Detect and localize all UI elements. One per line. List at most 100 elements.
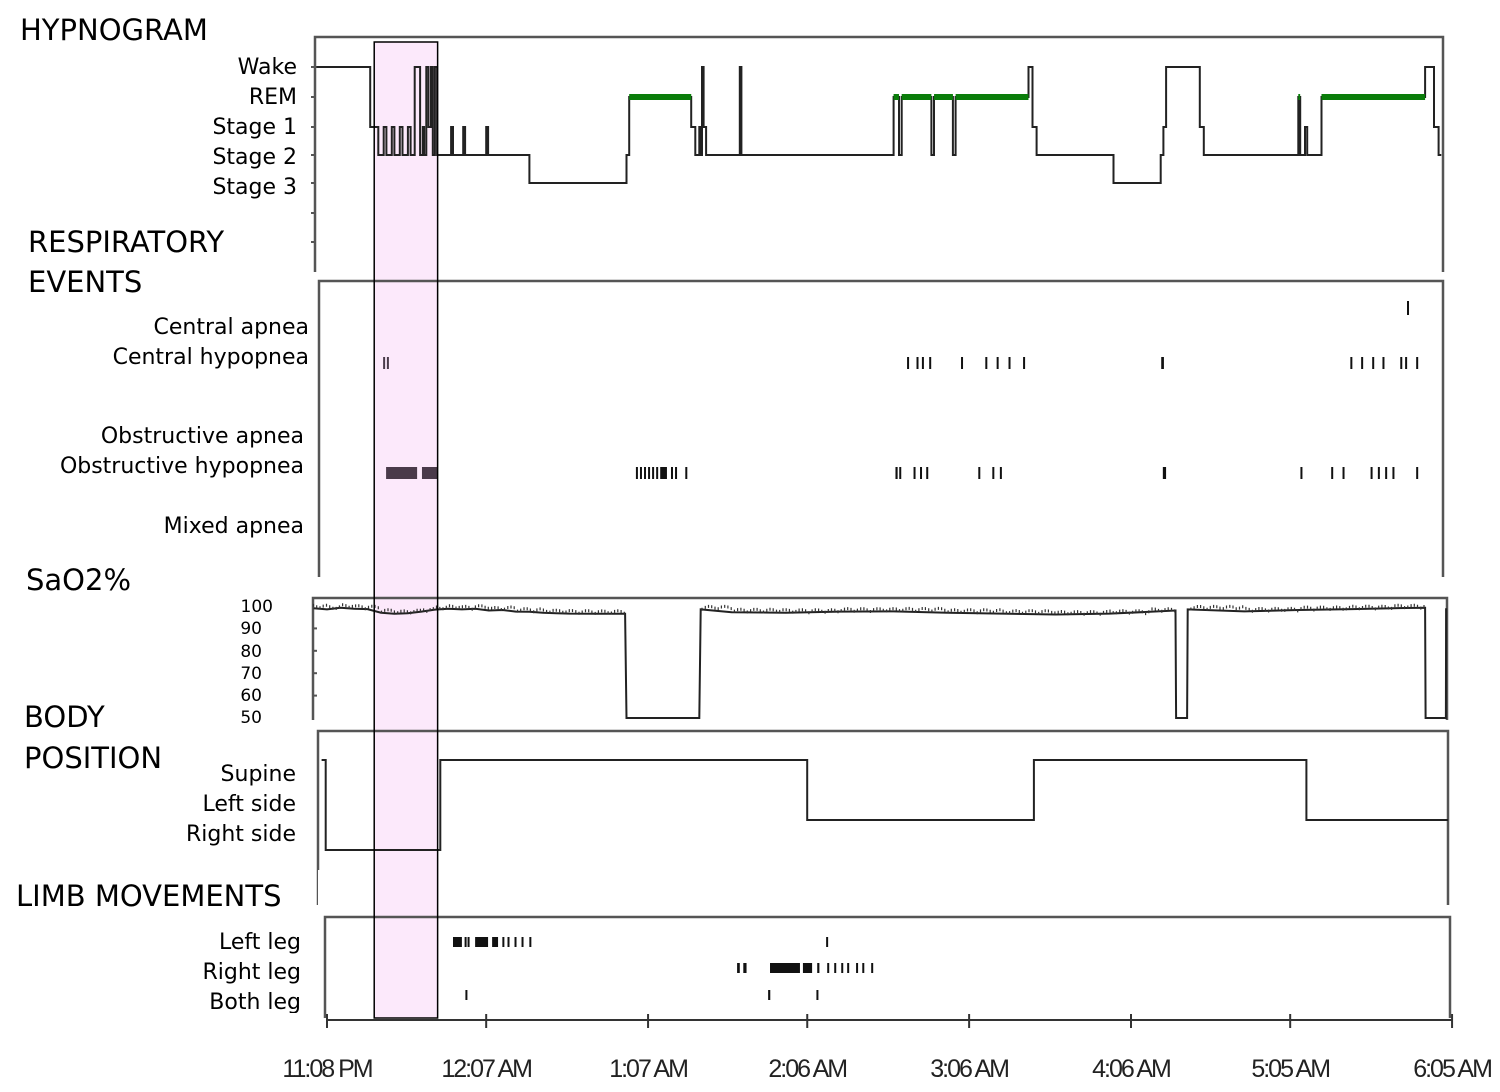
- sao2-tick-100: 100: [241, 597, 273, 617]
- limb-title-mask: [318, 870, 338, 916]
- sao2-tick-60: 60: [240, 686, 262, 706]
- limb-movement-mark: [847, 963, 850, 973]
- limb-movement-mark: [743, 963, 747, 973]
- respiratory-event-mark: [1405, 357, 1408, 369]
- respiratory-title-line2: EVENTS: [28, 265, 142, 299]
- sao2-y-tick-labels: 100 90 80 70 60 50: [240, 597, 273, 728]
- respiratory-event-mark: [1023, 357, 1026, 369]
- hypnogram-line: [316, 66, 1442, 184]
- sao2-tick-80: 80: [240, 642, 262, 662]
- body-position-labels: Supine Left side Right side: [186, 762, 296, 847]
- stage-label-stage2: Stage 2: [212, 145, 297, 170]
- respiratory-event-mark: [926, 467, 929, 479]
- respiratory-event-mark: [907, 357, 910, 369]
- respiratory-event-mark: [978, 467, 981, 479]
- respiratory-event-mark: [996, 357, 999, 369]
- limb-frame: [323, 915, 1452, 1018]
- body-position-frame: [316, 729, 1450, 905]
- respiratory-event-mark: [639, 467, 642, 479]
- respiratory-event-mark: [685, 467, 688, 479]
- respiratory-event-mark: [1385, 467, 1388, 479]
- limb-movement-mark: [464, 937, 467, 947]
- respiratory-event-mark: [670, 467, 673, 479]
- respiratory-event-mark: [1392, 467, 1395, 479]
- respiratory-title-line1: RESPIRATORY: [28, 225, 224, 259]
- respiratory-event-mark: [1370, 467, 1373, 479]
- resp-label-obstructive-apnea: Obstructive apnea: [101, 424, 304, 449]
- respiratory-event-mark: [1377, 467, 1380, 479]
- respiratory-event-mark: [1372, 357, 1375, 369]
- limb-movement-mark: [802, 963, 813, 973]
- position-label-left-side: Left side: [203, 792, 296, 817]
- resp-label-mixed-apnea: Mixed apnea: [164, 514, 304, 539]
- limb-movement-mark: [841, 963, 844, 973]
- respiratory-event-mark: [635, 467, 638, 479]
- resp-label-central-hypopnea: Central hypopnea: [113, 345, 309, 370]
- respiratory-event-mark: [1416, 357, 1419, 369]
- x-axis-tick-label: 5:05 AM: [1251, 1055, 1329, 1083]
- limb-movement-mark: [467, 937, 470, 947]
- respiratory-event-mark: [386, 357, 389, 369]
- respiratory-event-mark: [913, 467, 916, 479]
- respiratory-event-mark: [652, 467, 655, 479]
- respiratory-event-mark: [992, 467, 995, 479]
- respiratory-frame: [317, 279, 1445, 577]
- limb-movement-mark: [507, 937, 510, 947]
- limb-movement-mark: [816, 990, 819, 1000]
- sao2-tick-70: 70: [240, 664, 262, 684]
- limb-movement-mark: [871, 963, 874, 973]
- body-position-plot: [321, 759, 1449, 851]
- respiratory-event-mark: [1400, 357, 1403, 369]
- sao2-frame: [311, 596, 1449, 720]
- limb-movement-mark: [862, 963, 865, 973]
- respiratory-event-mark: [660, 467, 667, 479]
- body-position-title-line2: POSITION: [24, 741, 162, 775]
- limb-movement-mark: [529, 937, 532, 947]
- resp-label-central-apnea: Central apnea: [153, 315, 309, 340]
- highlight-window: [374, 42, 438, 1018]
- respiratory-event-mark: [1342, 467, 1345, 479]
- limb-movement-mark: [521, 937, 524, 947]
- respiratory-event-mark: [1331, 467, 1334, 479]
- sao2-plot: [312, 603, 1448, 719]
- limb-label-left-leg: Left leg: [219, 930, 301, 955]
- x-axis-tick-label: 11:08 PM: [282, 1055, 371, 1083]
- respiratory-event-mark: [1382, 357, 1385, 369]
- stage-label-stage1: Stage 1: [212, 115, 297, 140]
- label-clip-mask: [180, 1013, 320, 1023]
- limb-movement-mark: [475, 937, 489, 947]
- x-axis-tick-label: 4:06 AM: [1092, 1055, 1170, 1083]
- respiratory-event-mark: [999, 467, 1002, 479]
- respiratory-event-mark: [1416, 467, 1419, 479]
- x-axis-tick-label: 3:06 AM: [930, 1055, 1008, 1083]
- hypnogram-title: HYPNOGRAM: [20, 13, 208, 47]
- respiratory-event-mark: [383, 357, 386, 369]
- respiratory-event-mark: [1161, 357, 1164, 369]
- x-axis-tick-label: 6:05 AM: [1413, 1055, 1491, 1083]
- respiratory-event-mark: [656, 467, 659, 479]
- respiratory-event-mark: [644, 467, 647, 479]
- respiratory-events-plot: [383, 301, 1419, 479]
- x-axis: 11:08 PM 12:07 AM 1:07 AM 2:06 AM 3:06 AM 4:0…: [282, 1014, 1493, 1083]
- position-label-right-side: Right side: [186, 822, 296, 847]
- sao2-title: SaO2%: [26, 563, 131, 597]
- limb-movement-mark: [452, 937, 462, 947]
- hypnogram-axis-ticks: [311, 66, 315, 243]
- stage-label-rem: REM: [249, 85, 297, 110]
- hypnogram-stage-labels: Wake REM Stage 1 Stage 2 Stage 3: [212, 55, 297, 200]
- limb-row-labels: Left leg Right leg Both leg: [202, 930, 301, 1015]
- limb-movements-plot: [452, 937, 874, 1000]
- limb-movements-title: LIMB MOVEMENTS: [16, 879, 282, 913]
- limb-movement-mark: [737, 963, 740, 973]
- limb-movement-mark: [514, 937, 517, 947]
- respiratory-event-mark: [899, 467, 902, 479]
- limb-label-right-leg: Right leg: [202, 960, 301, 985]
- respiratory-event-mark: [1350, 357, 1353, 369]
- sao2-noise: [312, 603, 1425, 616]
- respiratory-event-mark: [985, 357, 988, 369]
- respiratory-event-mark: [929, 357, 932, 369]
- resp-label-obstructive-hypopnea: Obstructive hypopnea: [60, 454, 304, 479]
- limb-movement-mark: [502, 937, 505, 947]
- limb-movement-mark: [770, 963, 800, 973]
